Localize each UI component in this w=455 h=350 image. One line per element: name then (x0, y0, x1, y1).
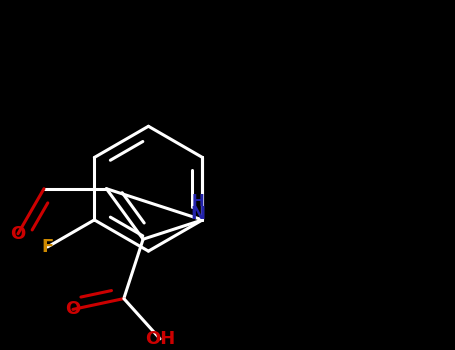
Text: OH: OH (145, 330, 175, 348)
Text: H: H (192, 194, 205, 209)
Text: O: O (10, 225, 25, 243)
Text: O: O (66, 300, 81, 318)
Text: F: F (41, 238, 54, 256)
Text: N: N (191, 205, 206, 223)
